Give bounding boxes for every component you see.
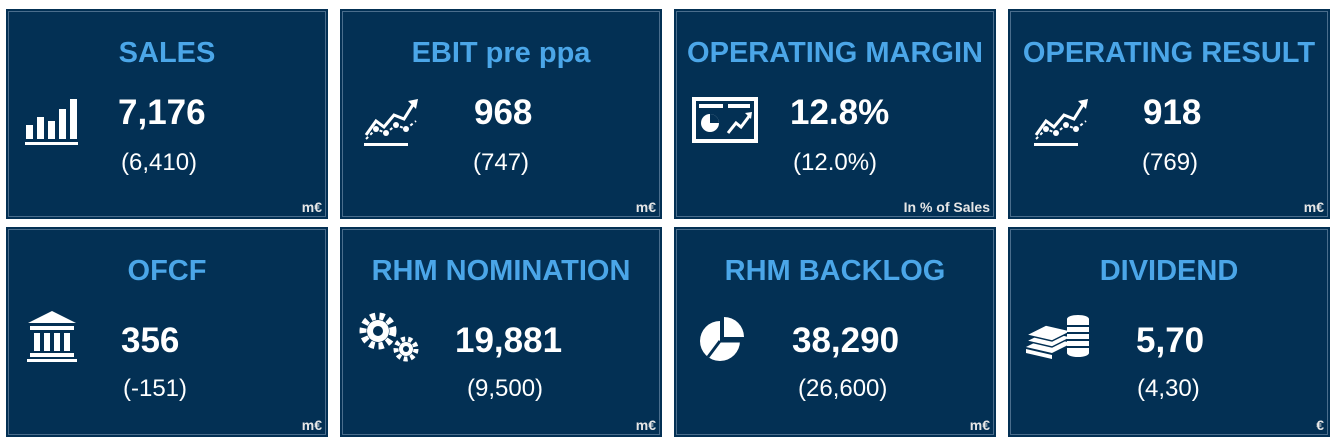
kpi-value: 968 (474, 93, 533, 132)
kpi-previous-value: (12.0%) (793, 149, 878, 176)
kpi-value: 356 (121, 321, 180, 360)
kpi-tile-sales: SALES 7,176 (6,410) m€ (6, 9, 328, 219)
kpi-tile-ebit-pre-ppa: EBIT pre ppa 968 (747) m€ (340, 9, 662, 219)
kpi-value: 918 (1143, 93, 1202, 132)
cash-stack-icon (1024, 307, 1092, 363)
kpi-tile-ofcf: OFCF 356 (-151) m€ (6, 227, 328, 437)
kpi-unit: € (1316, 417, 1324, 433)
kpi-tile-dividend: DIVIDEND 5,70 (4,30) € (1008, 227, 1330, 437)
kpi-title: OPERATING RESULT (1022, 37, 1316, 69)
trend-line-icon (362, 95, 420, 147)
kpi-title: RHM BACKLOG (724, 255, 946, 287)
kpi-title: SALES (118, 37, 216, 69)
kpi-unit: m€ (635, 417, 656, 433)
bar-chart-icon (24, 95, 80, 147)
kpi-title: RHM NOMINATION (371, 255, 631, 287)
kpi-previous-value: (747) (473, 149, 530, 176)
kpi-previous-value: (9,500) (467, 375, 544, 402)
kpi-value: 12.8% (790, 93, 890, 132)
kpi-unit: m€ (301, 199, 322, 215)
kpi-title: OFCF (127, 255, 207, 287)
kpi-previous-value: (769) (1142, 149, 1199, 176)
kpi-unit: m€ (969, 417, 990, 433)
kpi-value: 5,70 (1136, 321, 1205, 360)
kpi-tile-operating-result: OPERATING RESULT 918 (769) m€ (1008, 9, 1330, 219)
kpi-title: DIVIDEND (1099, 255, 1239, 287)
kpi-value: 38,290 (792, 321, 900, 360)
kpi-previous-value: (26,600) (798, 375, 888, 402)
kpi-title: OPERATING MARGIN (687, 37, 983, 69)
kpi-previous-value: (4,30) (1137, 375, 1200, 402)
kpi-tile-rhm-backlog: RHM BACKLOG 38,290 (26,600) m€ (674, 227, 996, 437)
kpi-unit: m€ (635, 199, 656, 215)
kpi-unit: m€ (301, 417, 322, 433)
bank-icon (26, 309, 78, 363)
kpi-tile-rhm-nomination: RHM NOMINATION 19,881 (9,500) m€ (340, 227, 662, 437)
report-icon (690, 91, 760, 147)
kpi-title: EBIT pre ppa (411, 37, 591, 69)
kpi-value: 19,881 (455, 321, 563, 360)
kpi-unit: In % of Sales (903, 199, 990, 215)
kpi-value: 7,176 (118, 93, 206, 132)
kpi-previous-value: (6,410) (121, 149, 198, 176)
kpi-previous-value: (-151) (123, 375, 188, 402)
trend-line-icon (1032, 95, 1090, 147)
gears-icon (356, 311, 424, 363)
kpi-tile-operating-margin: OPERATING MARGIN 12.8% (12.0%) In % of S… (674, 9, 996, 219)
pie-chart-icon (696, 311, 750, 363)
kpi-unit: m€ (1303, 199, 1324, 215)
